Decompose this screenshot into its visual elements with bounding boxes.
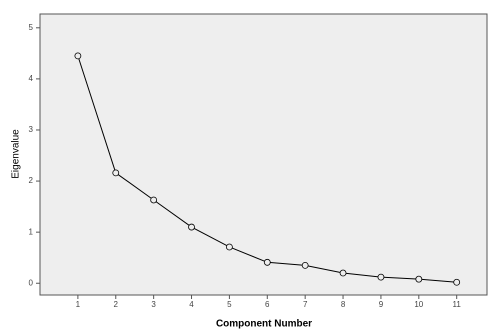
point-marker <box>112 169 120 177</box>
y-axis-title: Eigenvalue <box>11 129 22 179</box>
point-marker <box>226 243 233 251</box>
y-tick-label: 5 <box>29 23 34 32</box>
x-tick-label: 7 <box>303 300 308 309</box>
x-tick-label: 8 <box>341 300 346 309</box>
point-marker <box>377 273 385 281</box>
y-tick-label: 2 <box>29 176 34 185</box>
point-marker <box>150 196 158 204</box>
y-tick-label: 1 <box>29 227 34 236</box>
plot-area <box>39 13 488 296</box>
x-tick-label: 11 <box>453 300 462 309</box>
y-tick-label: 3 <box>29 125 34 134</box>
point-marker <box>263 258 271 266</box>
x-tick-label: 10 <box>414 300 423 309</box>
x-axis-title: Component Number <box>216 319 312 330</box>
point-marker <box>74 52 82 60</box>
y-tick-label: 4 <box>29 74 34 83</box>
x-tick-label: 6 <box>265 300 270 309</box>
point-marker <box>415 275 423 283</box>
x-tick-label: 3 <box>151 300 156 309</box>
x-tick-label: 4 <box>189 300 194 309</box>
x-tick-label: 9 <box>379 300 384 309</box>
x-tick-label: 2 <box>114 300 119 309</box>
point-marker <box>339 269 347 277</box>
x-tick-label: 1 <box>76 300 81 309</box>
point-marker <box>453 278 461 286</box>
point-marker <box>301 261 309 269</box>
x-tick-label: 5 <box>227 300 232 309</box>
y-tick-label: 0 <box>29 278 34 287</box>
point-marker <box>188 223 195 231</box>
